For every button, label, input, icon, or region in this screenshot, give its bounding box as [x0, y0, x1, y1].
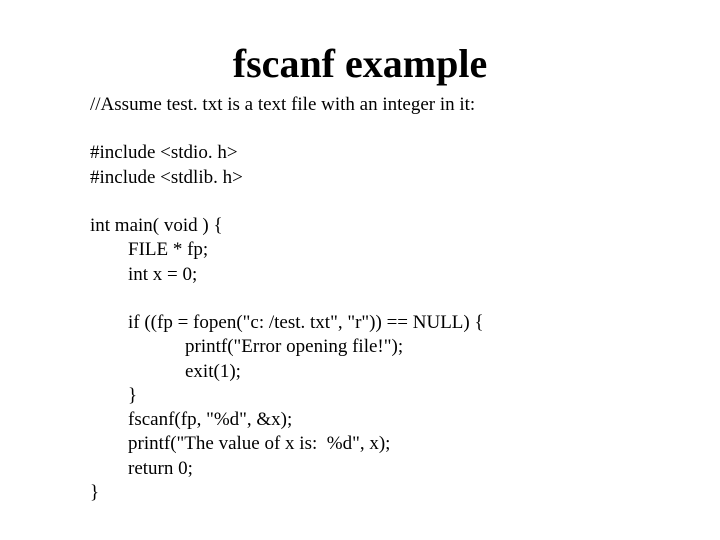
blank-line [90, 117, 720, 141]
code-line: #include <stdlib. h> [90, 166, 720, 190]
code-line: exit(1); [90, 360, 720, 384]
slide-page: fscanf example //Assume test. txt is a t… [0, 0, 720, 540]
code-line: if ((fp = fopen("c: /test. txt", "r")) =… [90, 311, 720, 335]
code-line: fscanf(fp, "%d", &x); [90, 408, 720, 432]
code-line: int main( void ) { [90, 214, 720, 238]
slide-title: fscanf example [90, 40, 630, 87]
blank-line [90, 190, 720, 214]
code-line: printf("Error opening file!"); [90, 335, 720, 359]
code-line: int x = 0; [90, 263, 720, 287]
code-line: return 0; [90, 457, 720, 481]
code-line: #include <stdio. h> [90, 141, 720, 165]
blank-line [90, 287, 720, 311]
code-line: FILE * fp; [90, 238, 720, 262]
code-line: //Assume test. txt is a text file with a… [90, 93, 720, 117]
code-line: printf("The value of x is: %d", x); [90, 432, 720, 456]
code-line: } [90, 481, 720, 505]
code-line: } [90, 384, 720, 408]
code-block: //Assume test. txt is a text file with a… [90, 93, 720, 505]
